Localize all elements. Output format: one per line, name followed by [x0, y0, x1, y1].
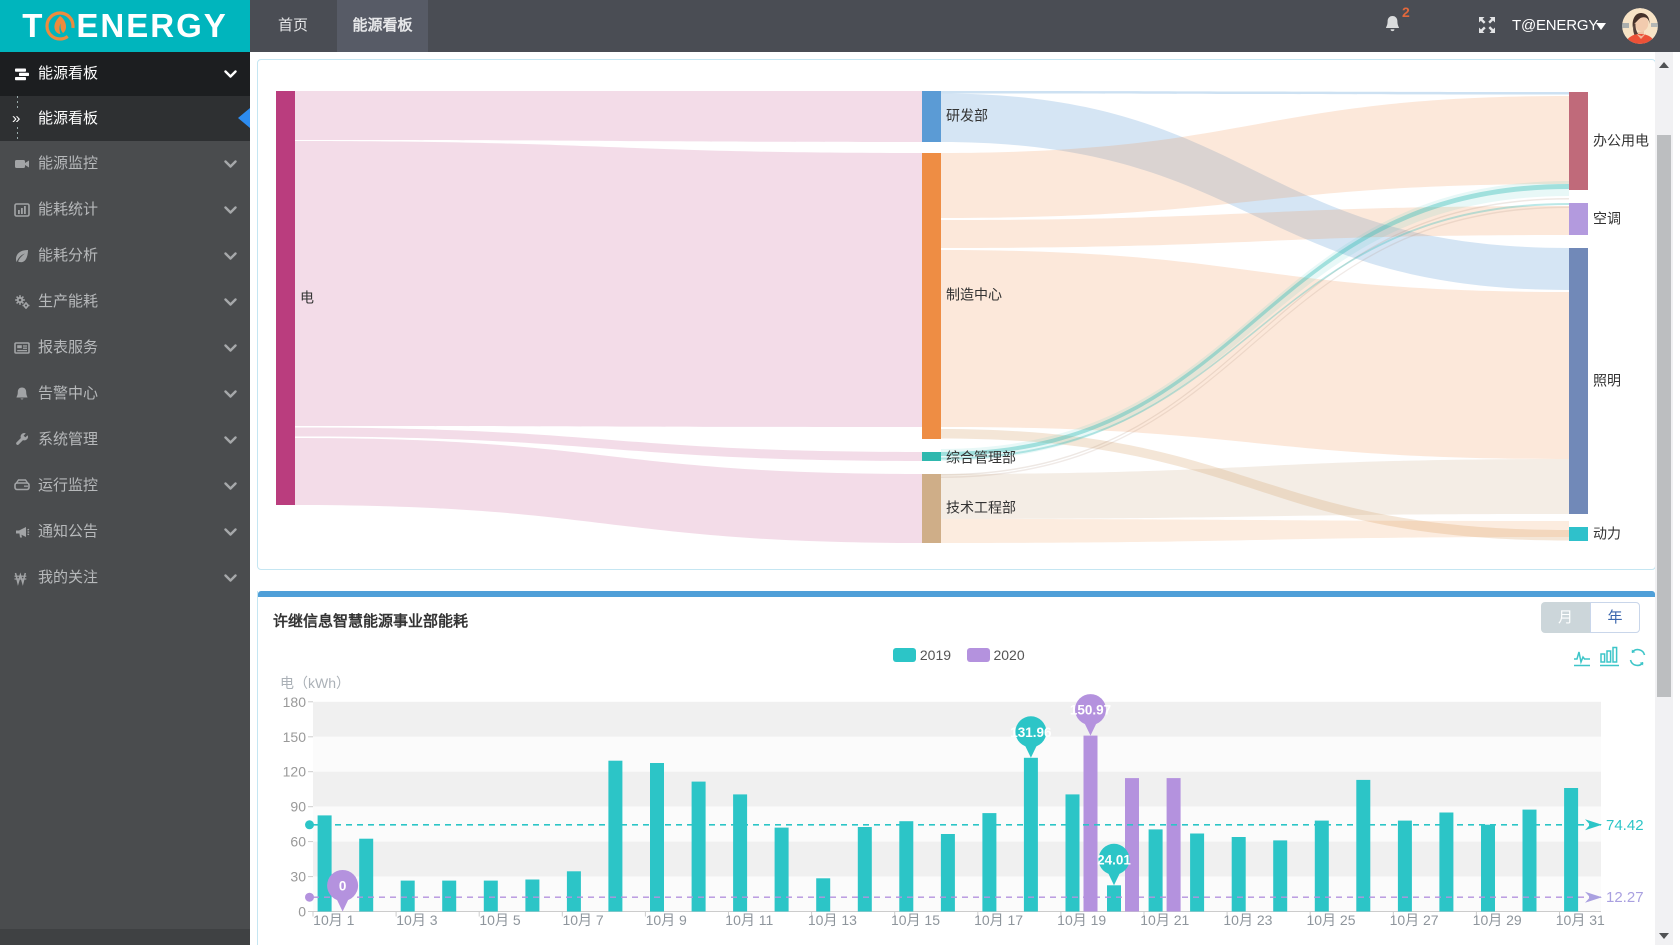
svg-text:30: 30	[290, 869, 306, 885]
svg-text:10月 3: 10月 3	[396, 912, 437, 928]
svg-text:10月 5: 10月 5	[479, 912, 520, 928]
svg-text:照明: 照明	[1593, 373, 1621, 389]
svg-text:10月 31: 10月 31	[1556, 912, 1605, 928]
svg-text:研发部: 研发部	[946, 108, 988, 124]
svg-text:动力: 动力	[1593, 526, 1621, 542]
svg-text:制造中心: 制造中心	[946, 287, 1002, 303]
svg-text:0: 0	[298, 904, 306, 920]
svg-text:150.97: 150.97	[1070, 703, 1111, 718]
svg-text:技术工程部: 技术工程部	[946, 500, 1016, 516]
svg-text:10月 7: 10月 7	[562, 912, 603, 928]
svg-text:10月 21: 10月 21	[1140, 912, 1189, 928]
svg-text:90: 90	[290, 799, 306, 815]
svg-text:10月 29: 10月 29	[1473, 912, 1522, 928]
svg-text:0: 0	[339, 879, 347, 894]
svg-text:10月 11: 10月 11	[725, 912, 773, 928]
svg-text:10月 19: 10月 19	[1057, 912, 1106, 928]
svg-text:60: 60	[290, 834, 306, 850]
svg-text:综合管理部: 综合管理部	[946, 450, 1016, 466]
svg-text:74.42: 74.42	[1606, 817, 1644, 834]
svg-text:24.01: 24.01	[1097, 852, 1131, 867]
svg-text:150: 150	[283, 729, 307, 745]
svg-text:131.96: 131.96	[1010, 725, 1052, 740]
svg-text:10月 13: 10月 13	[808, 912, 857, 928]
svg-text:电: 电	[300, 290, 314, 306]
svg-text:10月 23: 10月 23	[1223, 912, 1272, 928]
svg-text:10月 17: 10月 17	[974, 912, 1023, 928]
svg-text:10月 27: 10月 27	[1390, 912, 1439, 928]
svg-text:10月 25: 10月 25	[1306, 912, 1355, 928]
svg-text:空调: 空调	[1593, 211, 1621, 227]
svg-text:办公用电: 办公用电	[1593, 133, 1649, 149]
svg-text:10月 9: 10月 9	[646, 912, 687, 928]
svg-text:10月 15: 10月 15	[891, 912, 940, 928]
svg-text:180: 180	[283, 694, 307, 710]
svg-text:120: 120	[283, 764, 307, 780]
svg-text:10月 1: 10月 1	[313, 912, 354, 928]
svg-text:12.27: 12.27	[1606, 889, 1644, 906]
